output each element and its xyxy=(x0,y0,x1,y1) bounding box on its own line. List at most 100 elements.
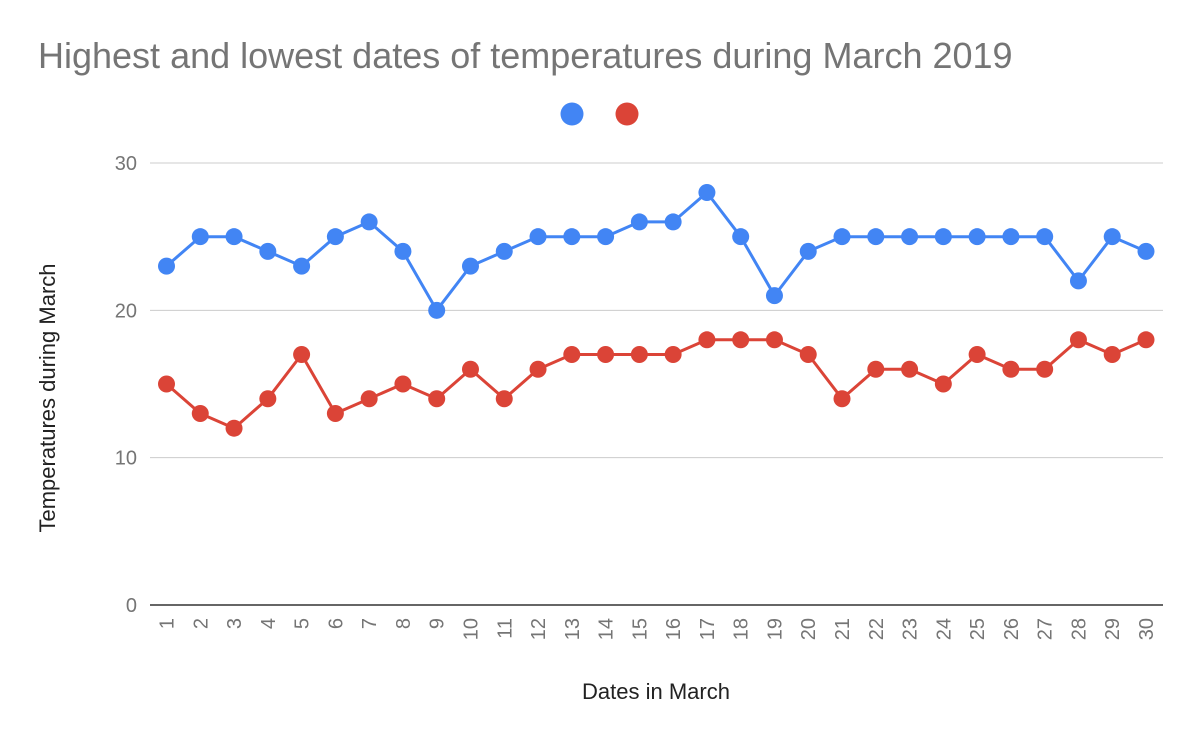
data-point-series-1 xyxy=(664,213,682,231)
data-point-series-2 xyxy=(495,390,513,408)
y-axis-title: Temperatures during March xyxy=(35,263,60,532)
x-tick-label: 16 xyxy=(663,618,685,640)
y-tick-label: 10 xyxy=(115,448,137,470)
data-point-series-2 xyxy=(799,346,817,364)
data-point-series-1 xyxy=(495,242,513,260)
data-point-series-1 xyxy=(1036,228,1054,246)
x-tick-label: 23 xyxy=(900,618,922,640)
data-point-series-2 xyxy=(698,331,716,349)
y-tick-label: 20 xyxy=(115,300,137,322)
data-point-series-1 xyxy=(428,301,446,319)
x-tick-label: 15 xyxy=(629,618,651,640)
x-tick-label: 7 xyxy=(359,618,381,629)
x-tick-label: 2 xyxy=(190,618,212,629)
gridlines xyxy=(150,162,1163,606)
legend-marker-series-2 xyxy=(615,102,639,126)
x-tick-label: 4 xyxy=(258,618,280,629)
data-point-series-2 xyxy=(732,331,750,349)
data-point-series-1 xyxy=(867,228,885,246)
data-point-series-2 xyxy=(833,390,851,408)
data-point-series-1 xyxy=(326,228,344,246)
data-point-series-2 xyxy=(1036,360,1054,378)
data-point-series-1 xyxy=(765,287,783,305)
data-point-series-2 xyxy=(428,390,446,408)
data-point-series-2 xyxy=(461,360,479,378)
x-tick-label: 13 xyxy=(562,618,584,640)
data-point-series-1 xyxy=(597,228,615,246)
x-tick-label: 25 xyxy=(967,618,989,640)
x-tick-label: 27 xyxy=(1035,618,1057,640)
x-tick-label: 6 xyxy=(325,618,347,629)
x-tick-label: 11 xyxy=(494,618,516,639)
data-point-series-2 xyxy=(563,346,581,364)
data-point-series-2 xyxy=(597,346,615,364)
data-point-series-2 xyxy=(765,331,783,349)
data-point-series-1 xyxy=(529,228,547,246)
x-tick-label: 20 xyxy=(798,618,820,640)
data-point-series-2 xyxy=(1137,331,1155,349)
data-point-series-2 xyxy=(529,360,547,378)
x-tick-label: 3 xyxy=(224,618,246,629)
data-point-series-2 xyxy=(630,346,648,364)
x-tick-label: 29 xyxy=(1102,618,1124,640)
x-tick-label: 18 xyxy=(731,618,753,640)
data-point-series-1 xyxy=(934,228,952,246)
x-tick-label: 21 xyxy=(832,618,854,640)
x-tick-label: 8 xyxy=(393,618,415,629)
data-point-series-1 xyxy=(1137,242,1155,260)
x-tick-label: 30 xyxy=(1136,618,1158,640)
data-point-series-2 xyxy=(1002,360,1020,378)
data-point-series-2 xyxy=(326,404,344,422)
data-point-series-1 xyxy=(461,257,479,275)
data-point-series-2 xyxy=(968,346,986,364)
data-point-series-1 xyxy=(732,228,750,246)
data-point-series-2 xyxy=(158,375,175,393)
data-point-series-1 xyxy=(901,228,919,246)
data-point-series-1 xyxy=(259,242,277,260)
data-point-series-2 xyxy=(259,390,277,408)
data-point-series-2 xyxy=(293,346,311,364)
data-point-series-1 xyxy=(1002,228,1020,246)
y-axis-ticks: 0 10 20 30 xyxy=(115,153,137,617)
x-axis-title: Dates in March xyxy=(582,679,730,704)
data-point-series-2 xyxy=(934,375,952,393)
data-point-series-2 xyxy=(867,360,885,378)
data-point-series-2 xyxy=(225,419,243,437)
data-point-series-1 xyxy=(293,257,311,275)
x-tick-label: 10 xyxy=(460,618,482,640)
series-layer xyxy=(158,183,1155,437)
y-tick-label: 0 xyxy=(126,595,137,617)
data-point-series-1 xyxy=(833,228,851,246)
legend xyxy=(560,102,639,126)
series-1 xyxy=(158,183,1155,319)
data-point-series-2 xyxy=(394,375,412,393)
data-point-series-2 xyxy=(901,360,919,378)
y-tick-label: 30 xyxy=(115,153,137,175)
x-tick-label: 5 xyxy=(292,618,314,629)
data-point-series-1 xyxy=(968,228,986,246)
chart-title: Highest and lowest dates of temperatures… xyxy=(38,35,1013,76)
data-point-series-2 xyxy=(1103,346,1121,364)
x-tick-label: 28 xyxy=(1068,618,1090,640)
x-tick-label: 24 xyxy=(933,618,955,640)
x-tick-label: 14 xyxy=(596,618,618,640)
x-tick-label: 19 xyxy=(764,618,786,640)
data-point-series-2 xyxy=(191,404,209,422)
x-tick-label: 9 xyxy=(427,618,449,629)
data-point-series-1 xyxy=(225,228,243,246)
data-point-series-1 xyxy=(1103,228,1121,246)
x-axis-ticks: 1 2 3 4 5 6 7 8 9 10 11 12 13 14 15 16 17 18 19 20 21 22 23 24 2… xyxy=(157,618,1159,640)
x-tick-label: 12 xyxy=(528,618,550,640)
data-point-series-2 xyxy=(664,346,682,364)
data-point-series-1 xyxy=(1069,272,1087,290)
data-point-series-1 xyxy=(799,242,817,260)
data-point-series-1 xyxy=(563,228,581,246)
x-tick-label: 1 xyxy=(157,618,179,629)
x-tick-label: 17 xyxy=(697,618,719,640)
data-point-series-1 xyxy=(698,183,716,201)
legend-marker-series-1 xyxy=(560,102,584,126)
series-line-1 xyxy=(165,191,1147,312)
data-point-series-1 xyxy=(360,213,378,231)
data-point-series-1 xyxy=(191,228,209,246)
